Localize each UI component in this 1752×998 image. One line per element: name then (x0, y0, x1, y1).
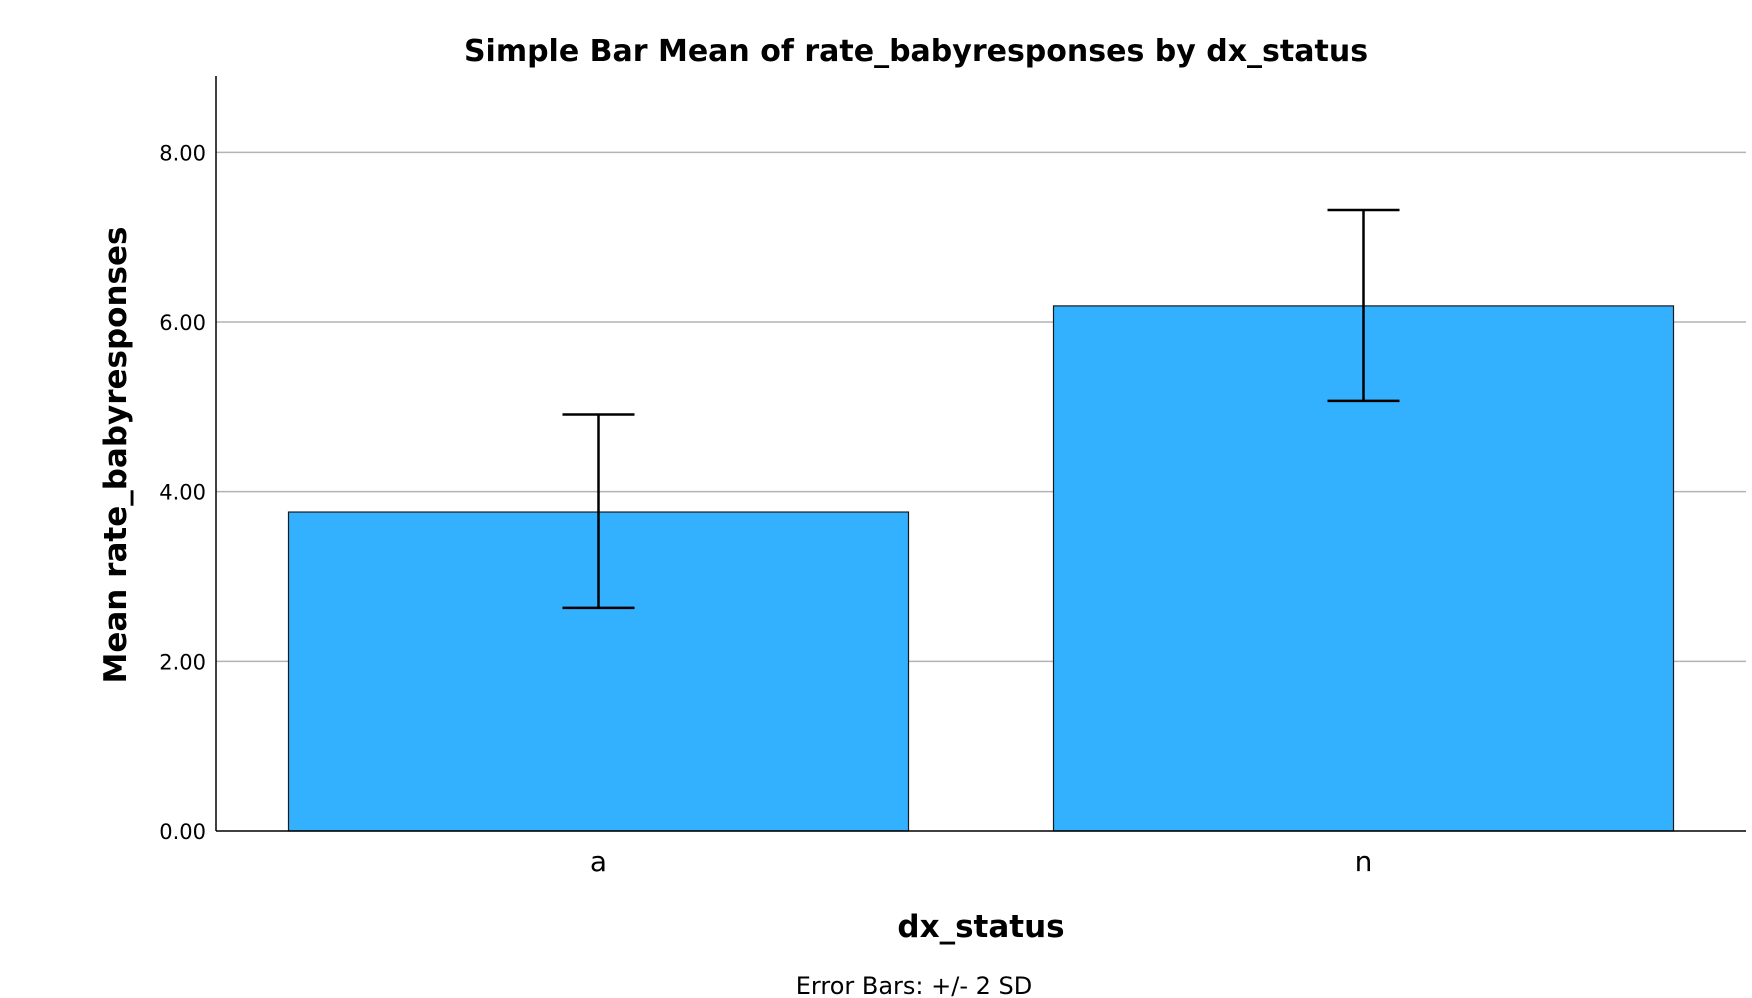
error-bars-note: Error Bars: +/- 2 SD (796, 972, 1032, 998)
y-tick-label: 8.00 (159, 141, 206, 165)
y-tick-label: 4.00 (159, 481, 206, 505)
y-tick-label: 6.00 (159, 311, 206, 335)
error-bar-n (1327, 208, 1400, 403)
axes (215, 76, 1746, 832)
y-tick-labels: 0.00 2.00 4.00 6.00 8.00 (159, 141, 206, 844)
error-bars (562, 208, 1400, 610)
y-tick-label: 2.00 (159, 650, 206, 674)
x-category-label: n (1355, 845, 1373, 878)
bars (287, 305, 1675, 832)
chart-title: Simple Bar Mean of rate_babyresponses by… (464, 34, 1368, 69)
error-bar-a (562, 413, 635, 610)
x-category-label: a (590, 845, 607, 878)
y-tick-label: 0.00 (159, 820, 206, 844)
y-axis-label: Mean rate_babyresponses (98, 227, 134, 684)
x-axis-label: dx_status (897, 909, 1064, 945)
